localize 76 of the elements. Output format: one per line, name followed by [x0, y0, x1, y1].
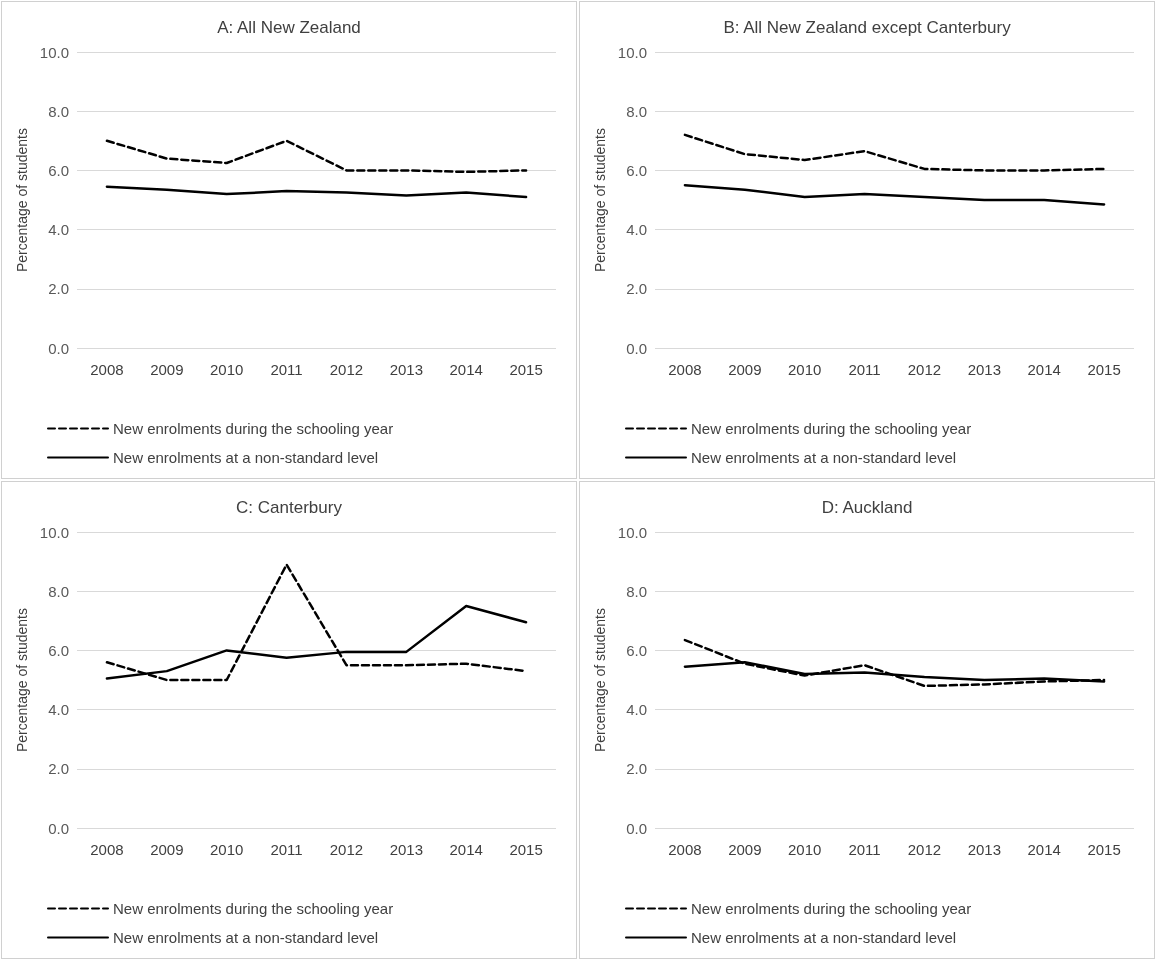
y-tick-label: 8.0: [626, 582, 647, 600]
x-tick-label: 2011: [270, 361, 303, 378]
x-tick-label: 2014: [449, 841, 483, 858]
y-tick-label: 10.0: [617, 523, 647, 541]
y-tick-label: 8.0: [48, 102, 69, 120]
x-tick-label: 2012: [329, 841, 364, 858]
legend-label: New enrolments during the schooling year: [691, 420, 972, 437]
x-tick-label: 2014: [1027, 841, 1061, 858]
y-tick-label: 6.0: [626, 161, 647, 179]
y-tick-label: 6.0: [626, 641, 647, 659]
legend-label: New enrolments during the schooling year: [691, 900, 972, 917]
chart-title: A: All New Zealand: [217, 18, 361, 37]
x-tick-label: 2009: [150, 361, 184, 378]
legend-label: New enrolments during the schooling year: [113, 900, 394, 917]
y-tick-label: 10.0: [39, 43, 69, 61]
x-tick-label: 2011: [270, 841, 303, 858]
legend-label: New enrolments at a non-standard level: [691, 449, 957, 466]
y-tick-label: 10.0: [617, 43, 647, 61]
y-tick-label: 2.0: [626, 760, 647, 778]
y-tick-label: 2.0: [48, 280, 69, 298]
line-series: [683, 183, 1106, 206]
y-tick-label: 0.0: [48, 339, 69, 357]
x-tick-label: 2010: [788, 361, 822, 378]
y-axis-title: Percentage of students: [591, 128, 608, 272]
x-tick-label: 2012: [907, 841, 942, 858]
y-tick-label: 4.0: [626, 701, 647, 719]
legend-label: New enrolments during the schooling year: [113, 420, 394, 437]
y-tick-label: 4.0: [48, 221, 69, 239]
legend-label: New enrolments at a non-standard level: [113, 449, 379, 466]
x-tick-label: 2010: [210, 361, 244, 378]
y-tick-label: 0.0: [626, 819, 647, 837]
x-tick-label: 2008: [90, 841, 124, 858]
x-tick-label: 2012: [329, 361, 364, 378]
y-tick-label: 10.0: [39, 523, 69, 541]
x-tick-label: 2009: [728, 361, 762, 378]
x-tick-label: 2014: [449, 361, 483, 378]
x-tick-label: 2010: [210, 841, 244, 858]
y-tick-label: 2.0: [48, 760, 69, 778]
legend-label: New enrolments at a non-standard level: [691, 929, 957, 946]
y-tick-label: 4.0: [48, 701, 69, 719]
chart-title: C: Canterbury: [236, 498, 343, 517]
x-tick-label: 2015: [509, 841, 543, 858]
x-tick-label: 2015: [1087, 841, 1121, 858]
y-tick-label: 8.0: [48, 582, 69, 600]
y-tick-label: 0.0: [626, 339, 647, 357]
y-tick-label: 8.0: [626, 102, 647, 120]
x-tick-label: 2008: [90, 361, 124, 378]
y-axis-title: Percentage of students: [591, 608, 608, 752]
x-tick-label: 2015: [1087, 361, 1121, 378]
x-tick-label: 2009: [728, 841, 762, 858]
x-tick-label: 2014: [1027, 361, 1061, 378]
x-tick-label: 2011: [848, 841, 881, 858]
y-axis-title: Percentage of students: [13, 128, 30, 272]
y-tick-label: 6.0: [48, 161, 69, 179]
y-tick-label: 2.0: [626, 280, 647, 298]
y-axis-title: Percentage of students: [13, 608, 30, 752]
y-tick-label: 6.0: [48, 641, 69, 659]
y-tick-label: 0.0: [48, 819, 69, 837]
legend-label: New enrolments at a non-standard level: [113, 929, 379, 946]
x-tick-label: 2011: [848, 361, 881, 378]
x-tick-label: 2008: [668, 361, 702, 378]
x-tick-label: 2015: [509, 361, 543, 378]
x-tick-label: 2012: [907, 361, 942, 378]
x-tick-label: 2010: [788, 841, 822, 858]
line-series: [105, 139, 528, 174]
x-tick-label: 2013: [389, 361, 423, 378]
chart-title: D: Auckland: [821, 498, 913, 517]
x-tick-label: 2013: [389, 841, 423, 858]
x-tick-label: 2008: [668, 841, 702, 858]
x-tick-label: 2009: [150, 841, 184, 858]
line-series: [105, 185, 528, 199]
chart-title: B: All New Zealand except Canterbury: [723, 18, 1012, 37]
line-series: [683, 133, 1106, 172]
y-tick-label: 4.0: [626, 221, 647, 239]
x-tick-label: 2013: [967, 841, 1001, 858]
x-tick-label: 2013: [967, 361, 1001, 378]
